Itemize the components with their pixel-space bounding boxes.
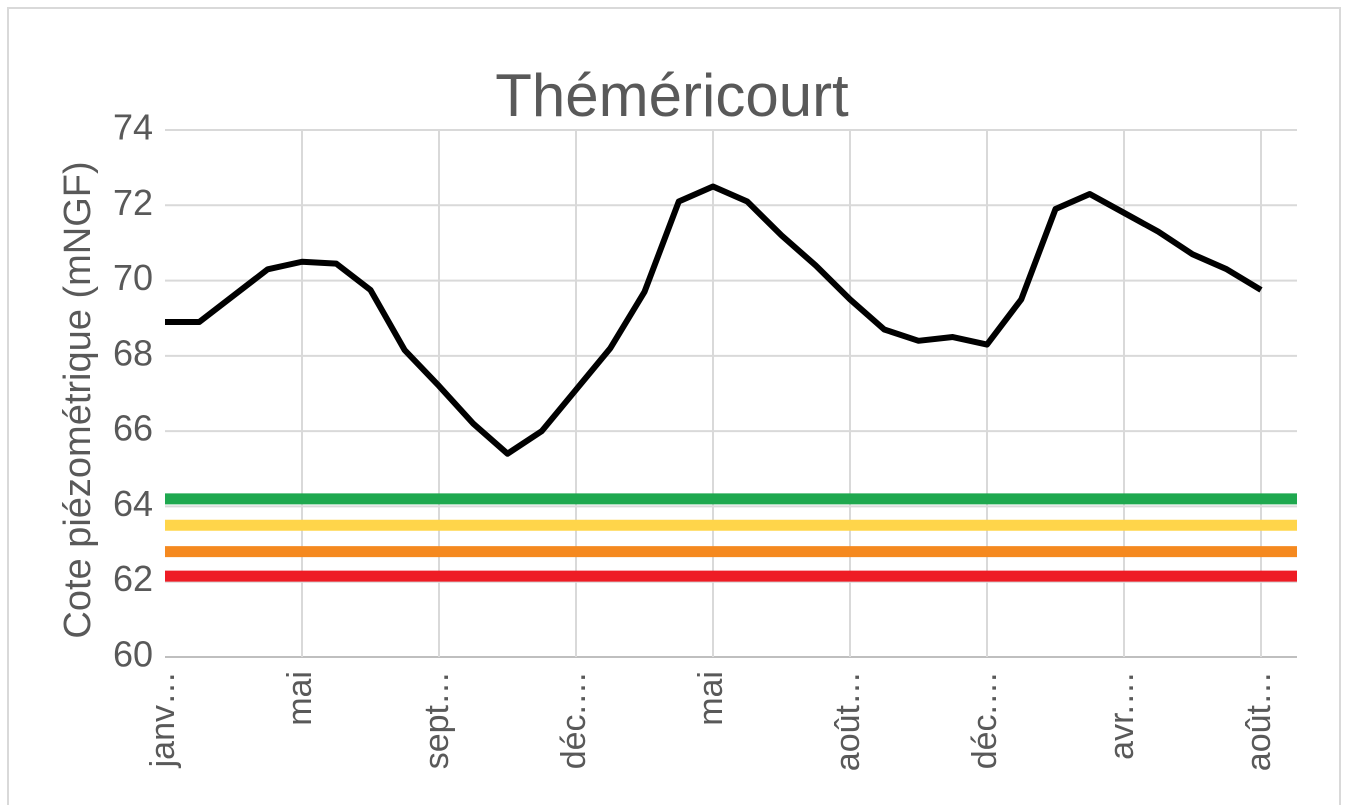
chart-title: Théméricourt xyxy=(495,62,849,129)
x-tick-label: janv… xyxy=(144,671,182,768)
x-tick-label: mai xyxy=(692,671,730,726)
data-line xyxy=(165,183,1263,457)
y-tick-label: 64 xyxy=(113,483,153,524)
x-tick-label: août… xyxy=(1240,671,1278,771)
y-tick-label: 60 xyxy=(113,634,153,675)
y-tick-label: 68 xyxy=(113,332,153,373)
x-tick-label: mai xyxy=(281,671,319,726)
x-tick-label: avr.… xyxy=(1103,671,1141,760)
x-tick-label: août… xyxy=(829,671,867,771)
x-tick-label: déc.… xyxy=(555,671,593,769)
x-tick-label: déc.… xyxy=(966,671,1004,769)
y-tick-label: 72 xyxy=(113,182,153,223)
y-axis-label: Cote piézométrique (mNGF) xyxy=(57,161,99,638)
y-tick-label: 70 xyxy=(113,257,153,298)
y-tick-label: 74 xyxy=(113,107,153,148)
y-tick-label: 66 xyxy=(113,408,153,449)
x-tick-label: sept… xyxy=(418,671,456,769)
y-tick-label: 62 xyxy=(113,558,153,599)
chart-frame xyxy=(7,7,1341,805)
